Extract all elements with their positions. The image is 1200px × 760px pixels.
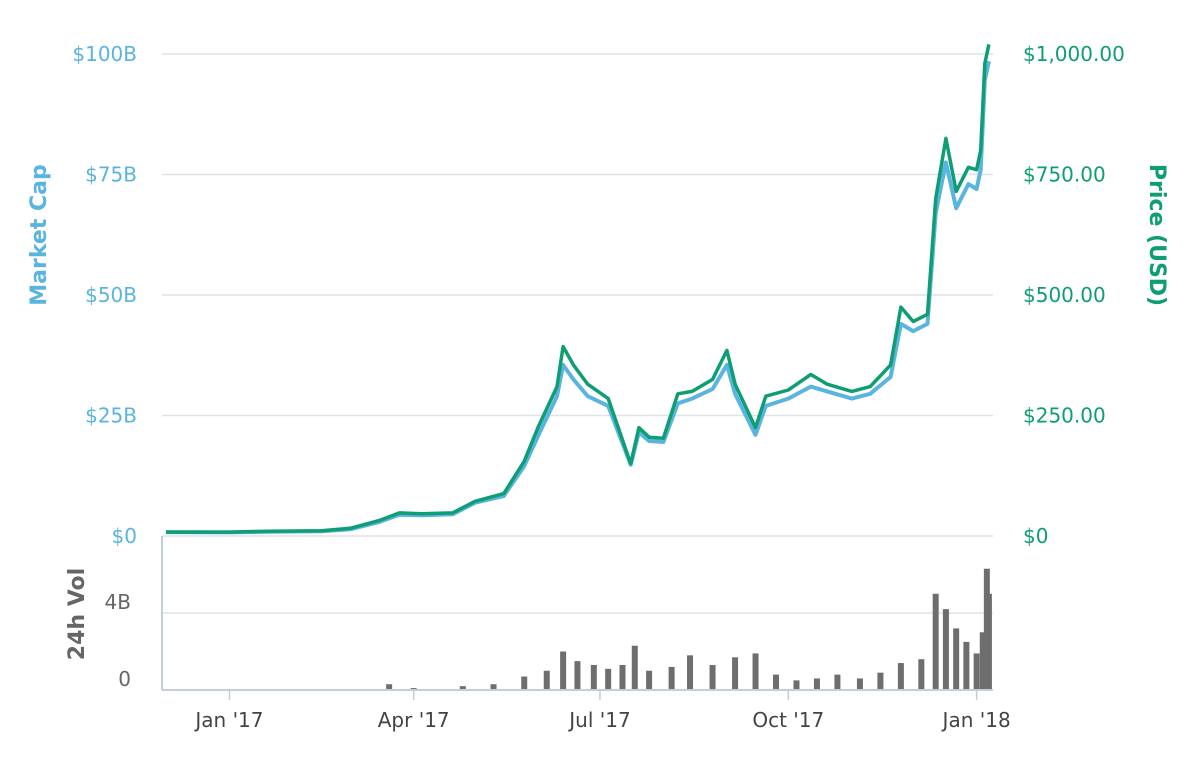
volume-bar: [459, 686, 466, 690]
volume-bar: [932, 593, 939, 690]
y-left-tick-label: $50B: [85, 283, 137, 307]
volume-bar: [386, 684, 393, 690]
y-left-axis-title: Market Cap: [27, 164, 52, 305]
y-left-tick-label: $0: [112, 524, 137, 548]
volume-bar: [590, 664, 597, 690]
volume-bar: [521, 676, 528, 690]
y-right-axis-title: Price (USD): [1144, 164, 1169, 306]
volume-bar: [631, 645, 638, 690]
volume-bars: [386, 568, 992, 690]
volume-bar: [773, 674, 780, 690]
x-tick-label: Jan '17: [193, 708, 263, 732]
volume-bar: [646, 670, 653, 690]
volume-bar: [942, 609, 949, 690]
volume-tick-label: 0: [118, 667, 131, 691]
axes: [161, 536, 993, 691]
market-cap-line: [165, 60, 991, 535]
volume-bar: [619, 664, 626, 690]
volume-bar: [668, 666, 675, 690]
grid-layer: [162, 53, 993, 614]
volume-bar: [560, 651, 567, 690]
volume-bar: [897, 663, 904, 690]
y-right-tick-label: $750.00: [1023, 163, 1106, 187]
volume-bar: [979, 632, 986, 690]
y-left-tick-label: $100B: [72, 42, 137, 66]
y-left-tick-label: $75B: [85, 163, 137, 187]
line-layer: [165, 44, 991, 535]
volume-bar: [687, 655, 694, 690]
x-tick-label: Oct '17: [752, 708, 824, 732]
volume-bar: [985, 593, 992, 690]
volume-bar: [709, 664, 716, 690]
volume-bar: [963, 641, 970, 690]
volume-bar: [605, 668, 612, 690]
y-left-tick-label: $25B: [85, 404, 137, 428]
volume-bar: [574, 661, 581, 690]
x-tick-label: Jan '18: [941, 708, 1011, 732]
volume-bar: [490, 684, 497, 690]
price-line: [166, 44, 991, 534]
volume-bar: [856, 678, 863, 690]
volume-bar: [543, 670, 550, 690]
volume-bar: [752, 653, 759, 690]
volume-axis-title: 24h Vol: [65, 568, 90, 660]
volume-bar: [877, 672, 884, 690]
x-tick-label: Apr '17: [378, 708, 450, 732]
tick-labels: $0 $25B $50B $75B $100B $0 $250.00 $500.00 $750.…: [72, 42, 1124, 732]
volume-bar: [973, 653, 980, 690]
volume-bar: [793, 680, 800, 690]
volume-bar: [813, 678, 820, 690]
volume-bar: [918, 659, 925, 690]
x-tick-label: Jul '17: [567, 708, 630, 732]
y-right-tick-label: $0: [1023, 524, 1048, 548]
y-right-tick-label: $500.00: [1023, 283, 1106, 307]
volume-tick-label: 4B: [105, 590, 131, 614]
y-right-tick-label: $250.00: [1023, 404, 1106, 428]
volume-bar: [953, 628, 960, 690]
volume-bar: [732, 657, 739, 690]
y-right-tick-label: $1,000.00: [1023, 42, 1125, 66]
volume-bar: [834, 674, 841, 690]
